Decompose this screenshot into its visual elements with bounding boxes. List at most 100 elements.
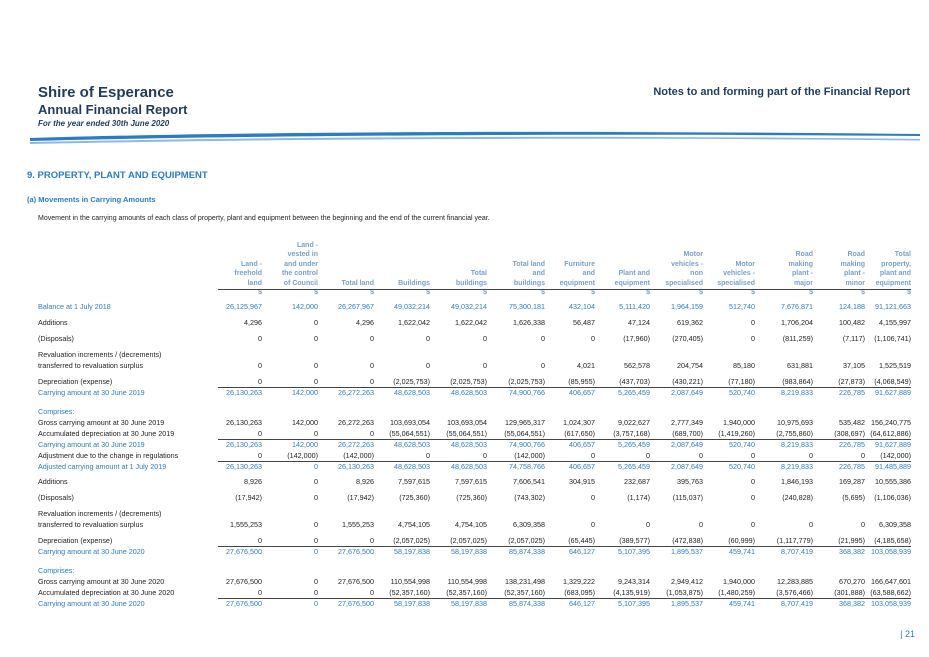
table-cell: 8,926	[356, 477, 374, 486]
column-header-line: vehicles -	[723, 270, 755, 277]
table-cell: 395,763	[677, 477, 703, 486]
table-cell: 5,111,420	[619, 302, 650, 311]
table-cell: (4,185,658)	[874, 536, 911, 545]
table-cell: 75,300,181	[509, 302, 545, 311]
table-cell: 4,296	[356, 318, 374, 327]
table-cell: 0	[314, 377, 318, 386]
table-row: Carrying amount at 30 June 2020 27,676,50…	[0, 547, 929, 556]
table-cell: (85,955)	[568, 377, 595, 386]
table-cell: 0	[314, 588, 318, 597]
table-cell: 85,874,338	[509, 547, 545, 556]
table-cell: 0	[426, 334, 430, 343]
table-cell: 0	[314, 361, 318, 370]
table-cell: 1,622,042	[455, 318, 487, 327]
page-number: | 21	[900, 629, 915, 639]
column-header-line: Motor	[735, 260, 755, 268]
column-header-line: freehold	[234, 270, 262, 277]
table-row: transferred to revaluation surplus 1,555,…	[0, 520, 929, 529]
table-cell: 26,130,263	[338, 462, 374, 471]
table-row: Gross carrying amount at 30 June 2020 27,…	[0, 577, 929, 586]
column-header: Motor vehicles - specialised	[699, 260, 755, 289]
table-row: Accumulated depreciation at 30 June 2019…	[0, 429, 929, 438]
table-cell: (1,480,259)	[718, 588, 755, 597]
table-cell: (17,942)	[347, 493, 374, 502]
table-cell: 100,482	[839, 318, 865, 327]
row-label: Comprises:	[38, 566, 75, 575]
table-cell: 8,219,833	[781, 388, 813, 397]
table-cell: 49,032,214	[394, 302, 430, 311]
currency-unit: $	[751, 289, 755, 296]
table-cell: 48,628,503	[451, 388, 487, 397]
table-cell: 58,197,838	[451, 599, 487, 608]
table-cell: 8,707,419	[781, 599, 813, 608]
table-cell: 512,740	[729, 302, 755, 311]
table-cell: 8,219,833	[781, 462, 813, 471]
table-cell: 670,270	[839, 577, 865, 586]
table-cell: 1,024,307	[563, 418, 595, 427]
table-cell: 0	[483, 451, 487, 460]
table-cell: 368,382	[839, 599, 865, 608]
column-header-line: making	[788, 260, 813, 268]
column-header: Land - vested in and under the control of Co…	[262, 241, 318, 289]
table-cell: 0	[258, 451, 262, 460]
table-cell: (725,360)	[456, 493, 487, 502]
row-label: Additions	[38, 477, 68, 486]
table-row: Carrying amount at 30 June 2019 26,130,26…	[0, 440, 929, 449]
table-cell: 169,287	[839, 477, 865, 486]
table-cell: 26,130,263	[226, 418, 262, 427]
table-cell: 368,382	[839, 547, 865, 556]
table-cell: (63,588,662)	[870, 588, 911, 597]
table-cell: (3,576,466)	[776, 588, 813, 597]
table-cell: 103,058,939	[871, 599, 911, 608]
table-cell: (52,357,160)	[389, 588, 430, 597]
table-cell: 0	[591, 493, 595, 502]
currency-unit: $	[699, 289, 703, 296]
table-row: Comprises:	[0, 566, 929, 575]
table-cell: 58,197,838	[394, 547, 430, 556]
table-cell: 520,740	[729, 462, 755, 471]
table-cell: 110,554,998	[390, 577, 430, 586]
table-cell: 0	[699, 520, 703, 529]
table-cell: (64,612,886)	[870, 429, 911, 438]
table-cell: 91,485,889	[875, 462, 911, 471]
table-cell: 0	[314, 477, 318, 486]
table-cell: (17,960)	[623, 334, 650, 343]
table-cell: 8,219,833	[781, 440, 813, 449]
table-cell: (1,174)	[627, 493, 650, 502]
table-cell: 0	[370, 429, 374, 438]
table-cell: (689,700)	[672, 429, 703, 438]
column-header-line: making	[840, 260, 865, 268]
table-cell: 406,657	[569, 462, 595, 471]
table-cell: 0	[699, 451, 703, 460]
table-row: Carrying amount at 30 June 2019 26,130,26…	[0, 388, 929, 397]
table-cell: (142,000)	[287, 451, 318, 460]
currency-unit: $	[258, 289, 262, 296]
table-row: Revaluation increments / (decrements)	[0, 350, 929, 359]
row-label: Carrying amount at 30 June 2019	[38, 388, 145, 397]
table-cell: (3,757,168)	[613, 429, 650, 438]
table-cell: 85,180	[733, 361, 755, 370]
column-header-line: major	[793, 279, 813, 287]
table-cell: 110,554,998	[447, 577, 487, 586]
column-header-line: equipment	[614, 279, 650, 287]
column-header-line: Land -	[241, 260, 262, 268]
row-label: Carrying amount at 30 June 2020	[38, 599, 145, 608]
table-cell: 8,926	[244, 477, 262, 486]
table-cell: 27,676,500	[226, 577, 262, 586]
column-header-line: buildings	[455, 279, 487, 287]
table-cell: 0	[314, 462, 318, 471]
table-row: Gross carrying amount at 30 June 2019 26,…	[0, 418, 929, 427]
table-cell: (52,357,160)	[446, 588, 487, 597]
table-cell: 2,087,649	[671, 462, 703, 471]
table-cell: 26,130,263	[226, 462, 262, 471]
table-cell: (811,259)	[782, 334, 813, 343]
table-cell: 0	[751, 520, 755, 529]
table-cell: 74,758,766	[509, 462, 545, 471]
table-cell: (437,703)	[619, 377, 650, 386]
report-title: Annual Financial Report	[38, 102, 188, 117]
column-header-line: Motor	[683, 251, 703, 258]
table-cell: 74,900,766	[509, 388, 545, 397]
table-cell: 4,754,105	[398, 520, 430, 529]
column-header-line: Road	[847, 251, 866, 258]
column-header-line: non	[690, 270, 703, 277]
